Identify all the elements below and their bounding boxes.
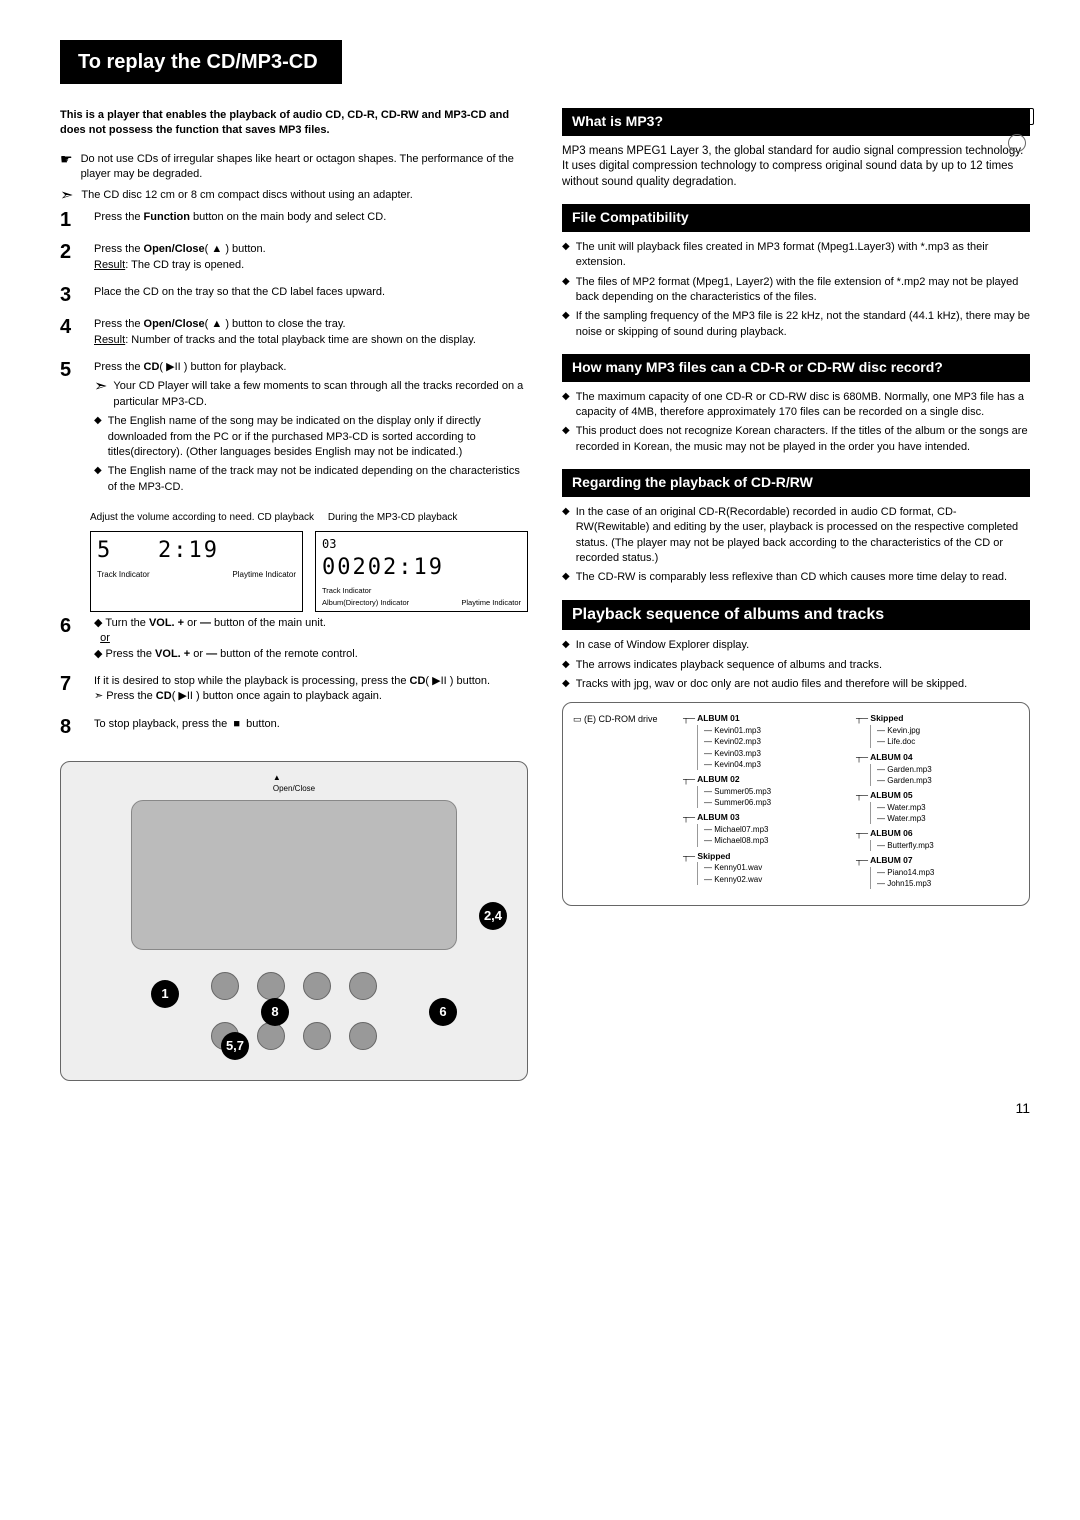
step-num: 2 (60, 242, 80, 262)
section-playback-seq: Playback sequence of albums and tracks (562, 600, 1030, 630)
step-num: 8 (60, 717, 80, 737)
step-num: 5 (60, 360, 80, 380)
cd-display: 5 2:19 Track IndicatorPlaytime Indicator (90, 531, 303, 612)
callout-8: 8 (261, 998, 289, 1026)
steps-list: 1 Press the Function button on the main b… (60, 210, 528, 499)
step-1: Press the Function button on the main bo… (94, 210, 528, 225)
hm-b2: This product does not recognize Korean c… (576, 424, 1030, 455)
step-num: 7 (60, 674, 80, 694)
callout-57: 5,7 (221, 1032, 249, 1060)
left-column: This is a player that enables the playba… (60, 108, 528, 1081)
note-1-text: Do not use CDs of irregular shapes like … (81, 152, 528, 183)
mp3-body: MP3 means MPEG1 Layer 3, the global stan… (562, 144, 1030, 191)
hm-b1: The maximum capacity of one CD-R or CD-R… (576, 390, 1030, 421)
device-illustration: ▲Open/Close 1 2,4 5,7 6 8 (60, 761, 528, 1081)
step-8: To stop playback, press the ■ button. (94, 717, 528, 732)
step-num: 6 (60, 616, 80, 636)
section-how-many: How many MP3 files can a CD-R or CD-RW d… (562, 354, 1030, 382)
step-num: 4 (60, 317, 80, 337)
fc-b3: If the sampling frequency of the MP3 fil… (576, 309, 1030, 340)
step-2: Press the Open/Close( ▲ ) button.Result:… (94, 242, 528, 273)
step-num: 1 (60, 210, 80, 230)
intro-text: This is a player that enables the playba… (60, 108, 528, 138)
gb-badge: GB (1013, 108, 1034, 125)
cd-slot (131, 800, 457, 950)
rg-b1: In the case of an original CD-R(Recordab… (576, 505, 1030, 567)
step5-intro: Your CD Player will take a few moments t… (113, 379, 528, 410)
note-2-text: The CD disc 12 cm or 8 cm compact discs … (81, 188, 412, 203)
device-button (257, 972, 285, 1000)
ps-b1: In case of Window Explorer display. (576, 638, 749, 653)
page-number: 11 (60, 1099, 1030, 1119)
step-3: Place the CD on the tray so that the CD … (94, 285, 528, 300)
callout-24: 2,4 (479, 902, 507, 930)
note-1: ☛ Do not use CDs of irregular shapes lik… (60, 152, 528, 183)
ps-b3: Tracks with jpg, wav or doc only are not… (576, 677, 968, 692)
device-button (349, 972, 377, 1000)
step5-b2: The English name of the track may not be… (108, 464, 528, 495)
arrow-icon: ➣ (60, 188, 73, 204)
section-regarding: Regarding the playback of CD-R/RW (562, 469, 1030, 497)
callout-1: 1 (151, 980, 179, 1008)
note-2: ➣ The CD disc 12 cm or 8 cm compact disc… (60, 188, 528, 204)
device-button (211, 972, 239, 1000)
device-button (303, 972, 331, 1000)
fc-b1: The unit will playback files created in … (576, 240, 1030, 271)
rg-b2: The CD-RW is comparably less reflexive t… (576, 570, 1007, 585)
step-5: Press the CD( ▶II ) button for playback.… (94, 360, 528, 499)
playback-diagram: ▭ (E) CD-ROM drive ┬─ ALBUM 01— Kevin01.… (562, 702, 1030, 906)
step-6: ◆ Turn the VOL. + or — button of the mai… (94, 616, 528, 662)
right-column: GB What is MP3? MP3 means MPEG1 Layer 3,… (562, 108, 1030, 1081)
pointer-icon: ☛ (60, 152, 73, 166)
section-what-is-mp3: What is MP3? (562, 108, 1030, 136)
device-button (349, 1022, 377, 1050)
device-button (257, 1022, 285, 1050)
page-title: To replay the CD/MP3-CD (60, 40, 342, 84)
step-4: Press the Open/Close( ▲ ) button to clos… (94, 317, 528, 348)
display-panels: 5 2:19 Track IndicatorPlaytime Indicator… (90, 531, 528, 612)
steps-list-2: 6 ◆ Turn the VOL. + or — button of the ma… (60, 616, 528, 737)
disc-icon (1008, 134, 1026, 152)
step-num: 3 (60, 285, 80, 305)
step-7: If it is desired to stop while the playb… (94, 674, 528, 705)
step5-b1: The English name of the song may be indi… (108, 414, 528, 460)
display-caption: Adjust the volume according to need. CD … (90, 511, 528, 525)
device-button (303, 1022, 331, 1050)
ps-b2: The arrows indicates playback sequence o… (576, 658, 882, 673)
fc-b2: The files of MP2 format (Mpeg1, Layer2) … (576, 275, 1030, 306)
callout-6: 6 (429, 998, 457, 1026)
section-file-compat: File Compatibility (562, 204, 1030, 232)
mp3-display: 03 00202:19 Track Indicator Album(Direct… (315, 531, 528, 612)
